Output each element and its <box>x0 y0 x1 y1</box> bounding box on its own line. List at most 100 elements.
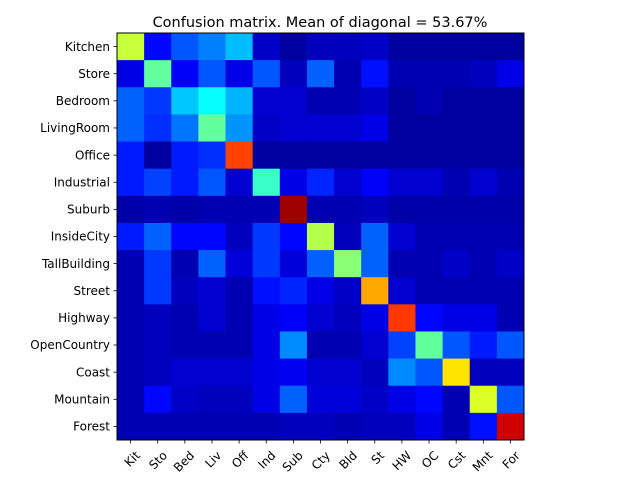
x-tick-label: St <box>368 448 387 467</box>
heatmap-cell <box>415 33 443 61</box>
y-tick-label: Suburb <box>67 203 110 217</box>
heatmap-cell <box>388 277 416 305</box>
heatmap-cell <box>442 304 471 332</box>
heatmap-cell <box>388 114 416 142</box>
heatmap-cell <box>361 277 389 305</box>
heatmap-cell <box>415 222 443 251</box>
heatmap-cell <box>496 250 525 278</box>
heatmap-cell <box>496 331 525 359</box>
heatmap-cell <box>306 358 335 387</box>
heatmap-cell <box>415 60 443 88</box>
heatmap-cell <box>388 141 416 170</box>
heatmap-cell <box>334 304 362 332</box>
heatmap-cell <box>334 250 362 278</box>
heatmap-cell <box>442 141 471 170</box>
heatmap-cell <box>334 385 362 414</box>
heatmap-cell <box>388 250 416 278</box>
y-tick-label: Highway <box>58 311 110 325</box>
heatmap-cell <box>225 60 254 88</box>
heatmap-cell <box>144 168 172 197</box>
heatmap-cell <box>252 33 281 61</box>
heatmap-cell <box>469 195 498 224</box>
heatmap-cell <box>171 277 199 305</box>
heatmap-cell <box>469 33 498 61</box>
heatmap-cell <box>306 412 335 441</box>
heatmap-cell <box>225 33 254 61</box>
heatmap-cell <box>334 277 362 305</box>
heatmap-cell <box>306 60 335 88</box>
heatmap-cell <box>225 331 254 359</box>
heatmap-cell <box>496 87 525 115</box>
heatmap-cell <box>442 331 471 359</box>
heatmap-cell <box>252 304 281 332</box>
heatmap-cell <box>225 250 254 278</box>
heatmap-cell <box>388 331 416 359</box>
heatmap-cell <box>144 412 172 441</box>
heatmap-cell <box>388 33 416 61</box>
heatmap-cell <box>144 331 172 359</box>
heatmap-cell <box>469 331 498 359</box>
heatmap-cell <box>334 195 362 224</box>
heatmap-cell <box>252 250 281 278</box>
heatmap-cell <box>334 168 362 197</box>
heatmap-cell <box>198 385 226 414</box>
heatmap-cell <box>171 60 199 88</box>
y-tick-label: Street <box>74 284 111 298</box>
heatmap-cell <box>334 358 362 387</box>
heatmap-cell <box>279 60 308 88</box>
heatmap-cell <box>469 358 498 387</box>
heatmap-cell <box>117 277 145 305</box>
heatmap-cell <box>279 385 308 414</box>
heatmap-cell <box>334 60 362 88</box>
heatmap-cell <box>117 33 145 61</box>
heatmap-cell <box>171 87 199 115</box>
heatmap-cell <box>388 385 416 414</box>
heatmap-cell <box>144 195 172 224</box>
x-tick-label: Ind <box>255 448 278 471</box>
heatmap-cell <box>117 114 145 142</box>
y-tick-label: Store <box>78 67 110 81</box>
heatmap-cell <box>198 358 226 387</box>
heatmap-cell <box>469 114 498 142</box>
x-tick-label: Cst <box>445 448 469 472</box>
heatmap-cell <box>442 87 471 115</box>
y-tick-label: OpenCountry <box>30 338 110 352</box>
heatmap-cell <box>252 358 281 387</box>
heatmap-cell <box>361 222 389 251</box>
heatmap-cell <box>469 412 498 441</box>
heatmap-cell <box>144 87 172 115</box>
heatmap-cell <box>442 114 471 142</box>
heatmap-cell <box>279 114 308 142</box>
heatmap-cell <box>415 331 443 359</box>
heatmap-cell <box>252 331 281 359</box>
heatmap-cell <box>496 222 525 251</box>
x-tick-label: For <box>500 448 523 471</box>
heatmap-cell <box>306 168 335 197</box>
heatmap-cell <box>388 87 416 115</box>
heatmap-cell <box>415 412 443 441</box>
heatmap-cell <box>198 60 226 88</box>
heatmap-cell <box>469 250 498 278</box>
heatmap-cell <box>279 222 308 251</box>
heatmap-cell <box>415 168 443 197</box>
heatmap-cell <box>117 195 145 224</box>
heatmap-cell <box>361 141 389 170</box>
heatmap-cell <box>334 141 362 170</box>
heatmap-cell <box>171 331 199 359</box>
heatmap-cell <box>442 277 471 305</box>
x-tick-label: Kit <box>122 448 143 469</box>
heatmap-cell <box>388 60 416 88</box>
heatmap-cell <box>469 385 498 414</box>
heatmap-cell <box>225 222 254 251</box>
heatmap-cell <box>144 60 172 88</box>
x-tick-label: Bld <box>337 448 360 471</box>
heatmap-cell <box>279 87 308 115</box>
heatmap-cell <box>252 277 281 305</box>
heatmap-cell <box>171 304 199 332</box>
heatmap-cell <box>469 304 498 332</box>
heatmap-cell <box>496 168 525 197</box>
heatmap-cell <box>306 250 335 278</box>
y-tick-label: Kitchen <box>65 40 110 54</box>
heatmap-cell <box>306 195 335 224</box>
x-tick-label: Liv <box>202 448 224 470</box>
